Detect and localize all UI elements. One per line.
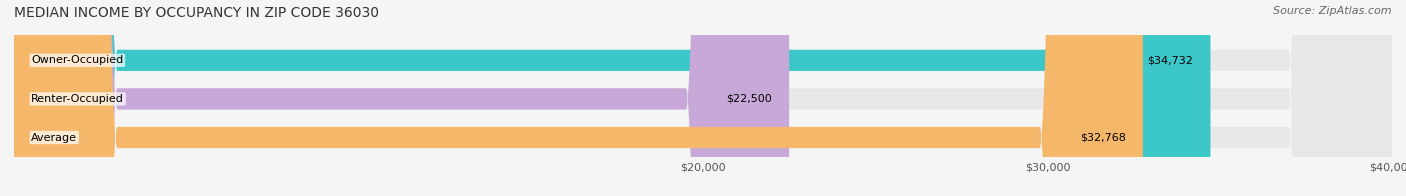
Text: MEDIAN INCOME BY OCCUPANCY IN ZIP CODE 36030: MEDIAN INCOME BY OCCUPANCY IN ZIP CODE 3… xyxy=(14,6,380,20)
FancyBboxPatch shape xyxy=(14,0,1392,196)
FancyBboxPatch shape xyxy=(14,0,1392,196)
Text: Renter-Occupied: Renter-Occupied xyxy=(31,94,124,104)
Text: $22,500: $22,500 xyxy=(725,94,772,104)
Text: $34,732: $34,732 xyxy=(1147,55,1194,65)
Text: $32,768: $32,768 xyxy=(1080,132,1126,142)
Text: Owner-Occupied: Owner-Occupied xyxy=(31,55,124,65)
FancyBboxPatch shape xyxy=(14,0,1143,196)
FancyBboxPatch shape xyxy=(14,0,1392,196)
FancyBboxPatch shape xyxy=(14,0,789,196)
Text: Average: Average xyxy=(31,132,77,142)
Text: Source: ZipAtlas.com: Source: ZipAtlas.com xyxy=(1274,6,1392,16)
FancyBboxPatch shape xyxy=(14,0,1211,196)
